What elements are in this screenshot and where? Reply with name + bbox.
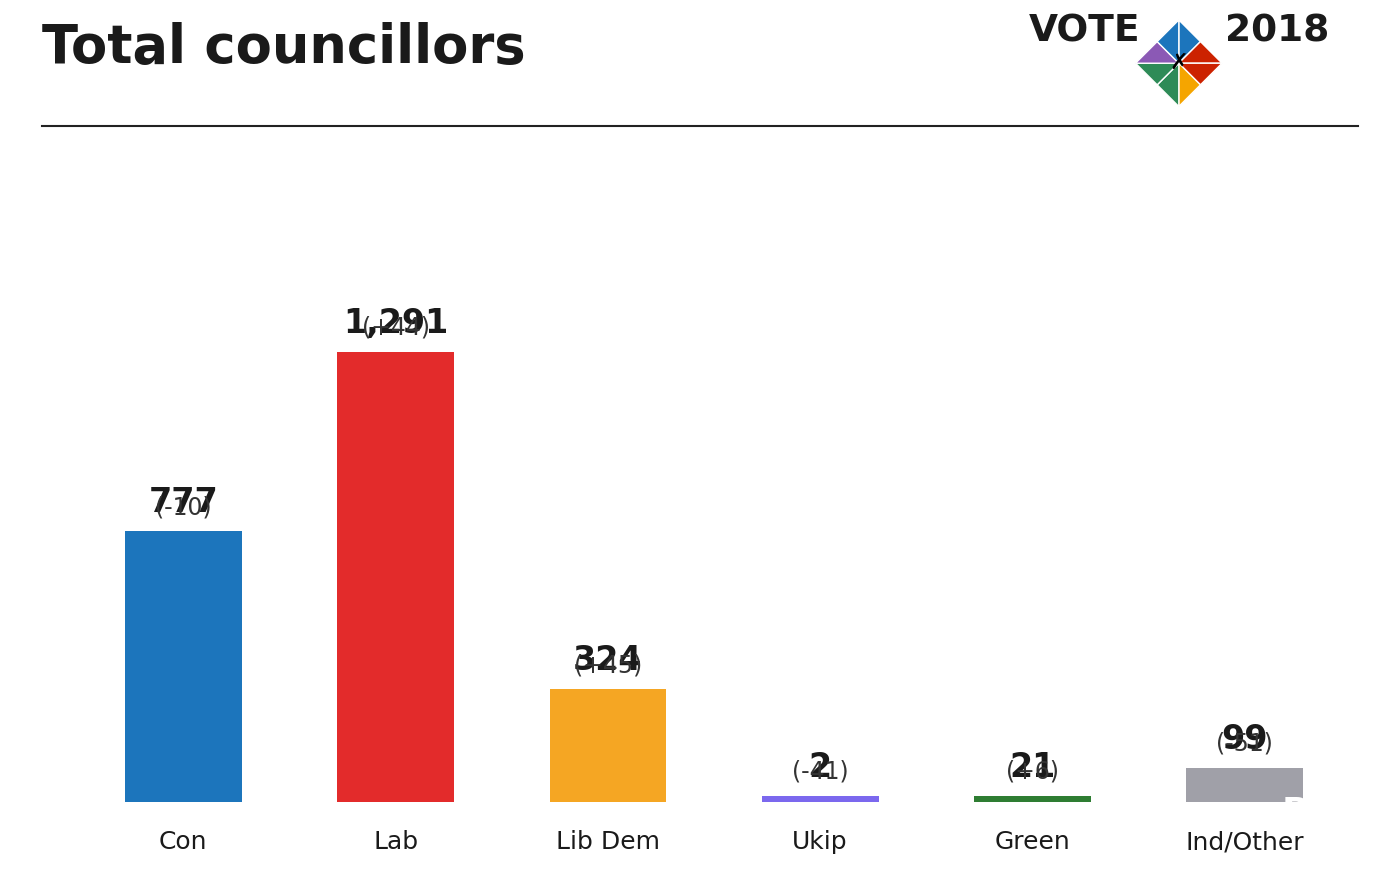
Polygon shape xyxy=(1179,42,1222,64)
Bar xyxy=(974,796,1091,802)
Text: (+6): (+6) xyxy=(1005,732,1058,784)
Text: 99: 99 xyxy=(1221,723,1268,755)
Text: Lab: Lab xyxy=(372,830,419,855)
Polygon shape xyxy=(1179,20,1200,64)
Text: 324: 324 xyxy=(573,644,643,677)
Text: Total councillors: Total councillors xyxy=(42,22,525,74)
Text: Ukip: Ukip xyxy=(792,830,848,855)
Text: After 94 of 150 councils declared: After 94 of 150 councils declared xyxy=(770,154,1211,179)
Text: 1,291: 1,291 xyxy=(343,307,448,340)
Text: (-41): (-41) xyxy=(792,732,848,784)
Text: Green: Green xyxy=(994,830,1070,855)
Polygon shape xyxy=(1158,64,1179,106)
Text: PA: PA xyxy=(1282,796,1333,830)
Polygon shape xyxy=(1158,20,1179,64)
Text: VOTE: VOTE xyxy=(1029,13,1141,49)
Text: 2: 2 xyxy=(809,751,832,784)
Text: 21: 21 xyxy=(1009,751,1056,784)
Text: ✗: ✗ xyxy=(1169,53,1189,73)
Polygon shape xyxy=(1135,42,1179,64)
Text: 2018: 2018 xyxy=(1225,13,1330,49)
Text: Con: Con xyxy=(160,830,207,855)
Text: Lib Dem: Lib Dem xyxy=(556,830,659,855)
Bar xyxy=(1186,767,1303,802)
Text: (+44): (+44) xyxy=(361,288,430,340)
Bar xyxy=(337,352,454,802)
Bar xyxy=(762,796,879,802)
Text: (+45): (+45) xyxy=(574,625,643,677)
Polygon shape xyxy=(1179,64,1200,106)
Text: (-10): (-10) xyxy=(155,467,211,519)
Text: (-51): (-51) xyxy=(1217,704,1273,755)
Text: 777: 777 xyxy=(148,486,218,519)
Bar xyxy=(549,689,666,802)
Text: Ind/Other: Ind/Other xyxy=(1186,830,1303,855)
Polygon shape xyxy=(1179,64,1222,85)
Bar xyxy=(125,531,242,802)
Polygon shape xyxy=(1135,64,1179,85)
